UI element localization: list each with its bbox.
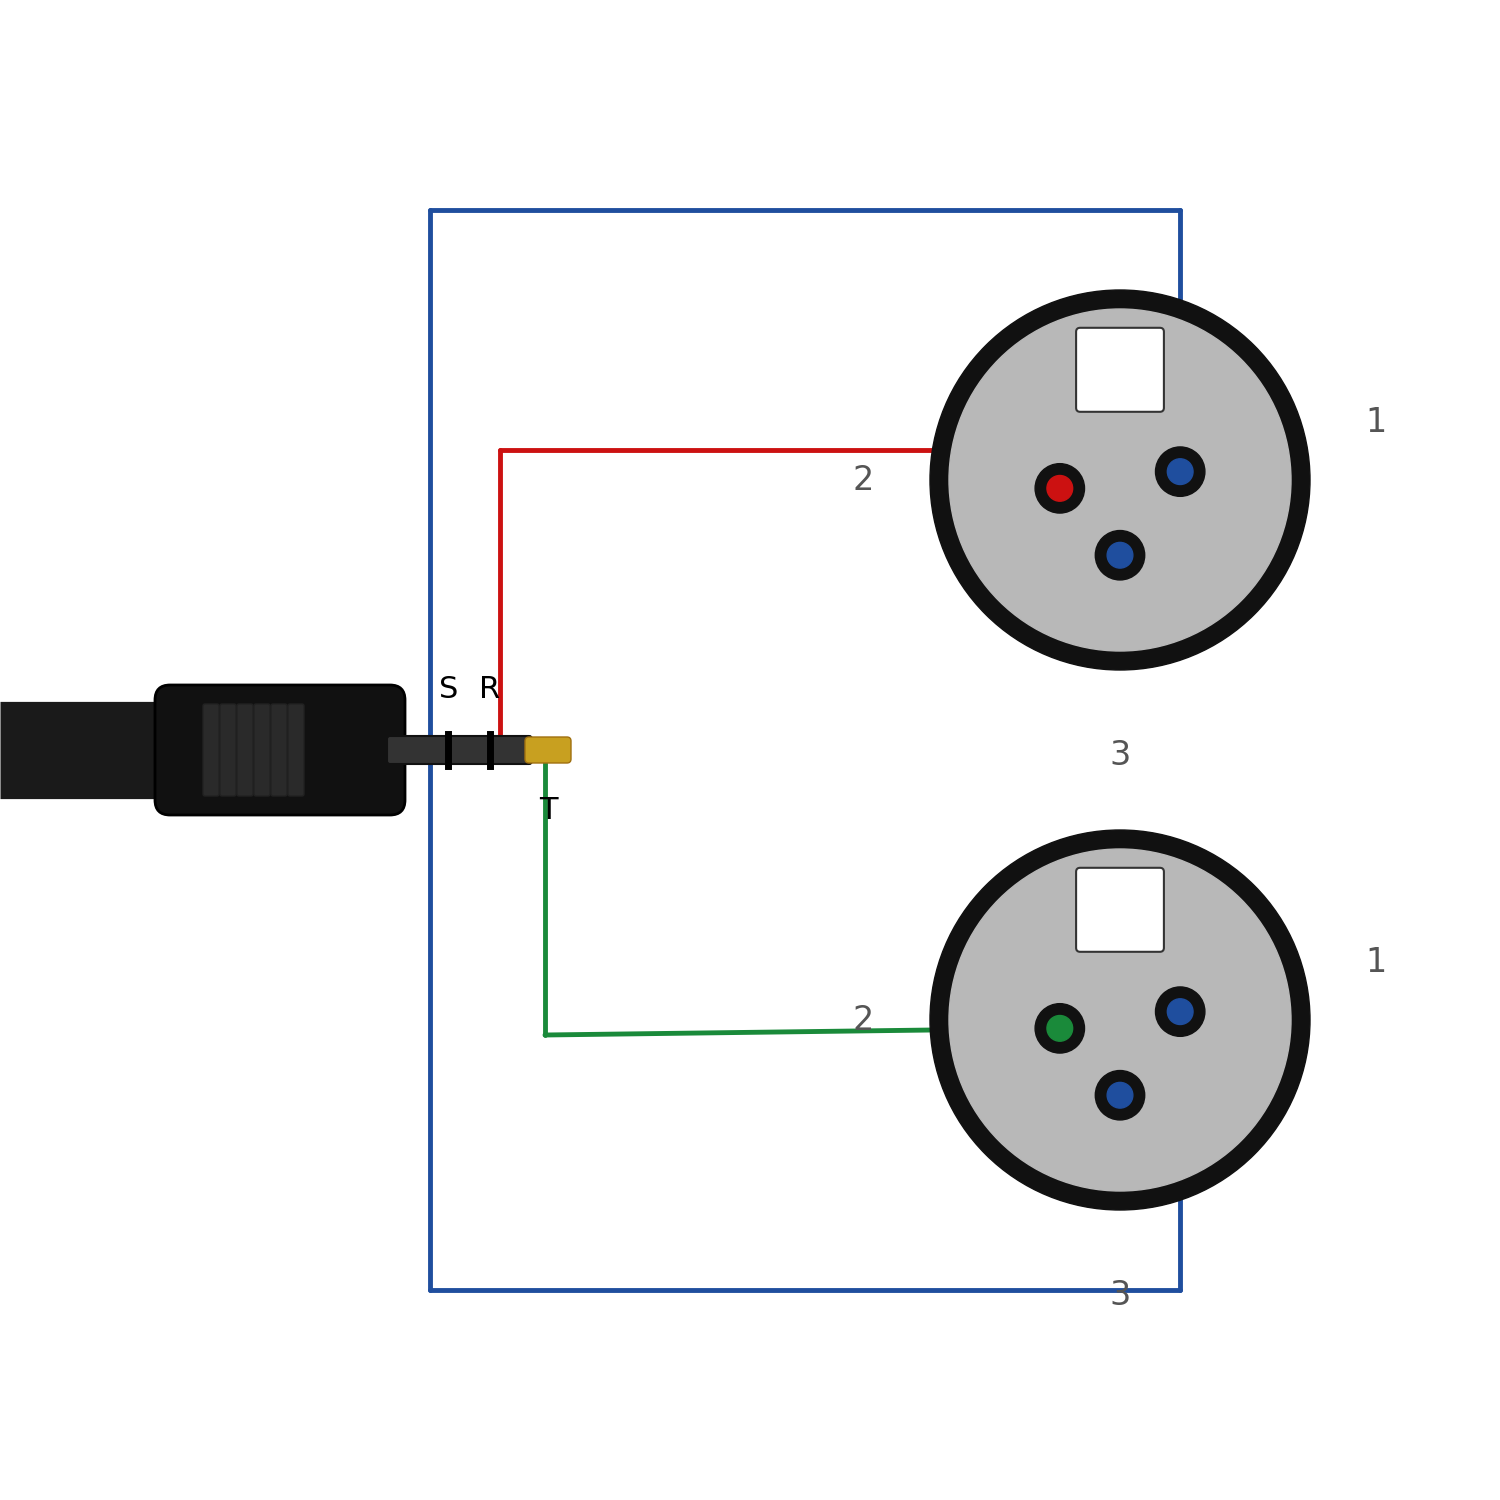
Circle shape — [1095, 1071, 1144, 1120]
Circle shape — [1095, 531, 1144, 580]
FancyBboxPatch shape — [288, 704, 304, 797]
Circle shape — [930, 290, 1310, 670]
Circle shape — [930, 830, 1310, 1210]
Text: 2: 2 — [853, 1004, 874, 1036]
Circle shape — [950, 849, 1292, 1191]
Circle shape — [950, 309, 1292, 651]
FancyBboxPatch shape — [1076, 328, 1164, 412]
Text: R: R — [480, 675, 501, 704]
Circle shape — [1047, 1016, 1072, 1041]
Text: T: T — [538, 796, 558, 825]
FancyBboxPatch shape — [202, 704, 219, 797]
Circle shape — [1107, 543, 1132, 568]
FancyBboxPatch shape — [272, 704, 286, 797]
Circle shape — [1107, 1083, 1132, 1108]
Text: S: S — [438, 675, 458, 704]
FancyBboxPatch shape — [254, 704, 270, 797]
Circle shape — [1167, 459, 1192, 484]
FancyBboxPatch shape — [154, 686, 405, 814]
Circle shape — [1047, 476, 1072, 501]
FancyBboxPatch shape — [220, 704, 236, 797]
Circle shape — [1155, 447, 1204, 497]
Circle shape — [1155, 987, 1204, 1036]
Circle shape — [1035, 1004, 1084, 1053]
Text: 1: 1 — [1366, 406, 1388, 439]
FancyBboxPatch shape — [525, 736, 572, 764]
Circle shape — [1035, 464, 1084, 513]
Text: 3: 3 — [1110, 740, 1131, 772]
Text: 2: 2 — [853, 464, 874, 496]
FancyBboxPatch shape — [237, 704, 254, 797]
FancyBboxPatch shape — [387, 736, 532, 764]
Text: 3: 3 — [1110, 1280, 1131, 1312]
Text: 1: 1 — [1366, 946, 1388, 980]
Circle shape — [1167, 999, 1192, 1024]
FancyBboxPatch shape — [1076, 868, 1164, 952]
